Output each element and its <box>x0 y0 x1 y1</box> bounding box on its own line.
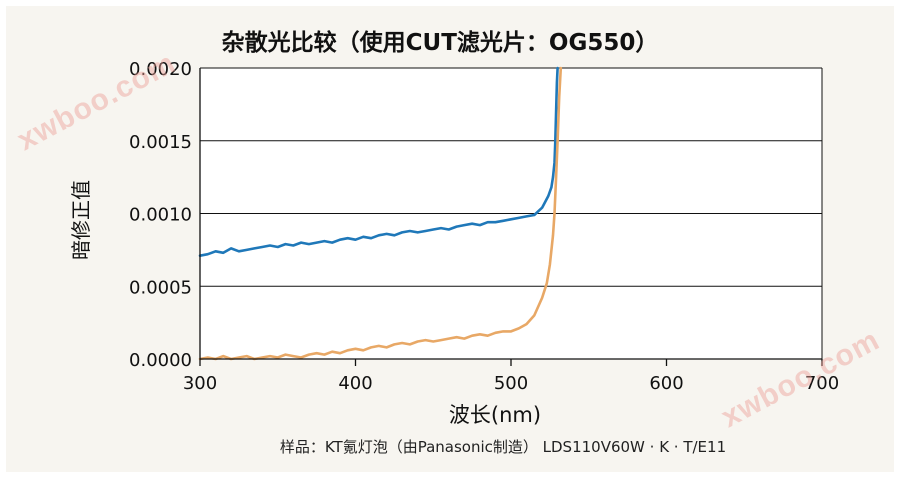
x-tick-label: 300 <box>183 373 217 394</box>
y-tick-label: 0.0015 <box>129 132 192 153</box>
series-line-orange <box>198 66 563 361</box>
y-tick-label: 0.0020 <box>129 59 192 80</box>
y-tick-label: 0.0000 <box>129 350 192 371</box>
x-tick-label: 600 <box>649 373 683 394</box>
series-group <box>198 66 563 361</box>
y-axis-ticks: 0.0000 0.0005 0.0010 0.0015 0.0020 <box>129 59 192 371</box>
sample-caption: 样品：KT氪灯泡（由Panasonic制造） LDS110V60W · K · … <box>280 438 726 456</box>
x-tick-label: 400 <box>338 373 372 394</box>
chart-title: 杂散光比较（使用CUT滤光片：OG550） <box>222 29 659 56</box>
y-tick-label: 0.0005 <box>129 277 192 298</box>
chart-frame: 杂散光比较（使用CUT滤光片：OG550） 0.0000 0.0005 0.0010… <box>6 6 894 472</box>
x-tick-label: 700 <box>805 373 839 394</box>
y-axis-label: 暗修正值 <box>69 180 93 260</box>
x-axis-ticks: 300 400 500 600 700 <box>183 359 839 394</box>
y-tick-label: 0.0010 <box>129 205 192 226</box>
x-axis-label: 波长(nm) <box>449 403 541 427</box>
x-tick-label: 500 <box>494 373 528 394</box>
grid-lines <box>200 67 822 287</box>
series-line-blue <box>198 66 559 257</box>
stray-light-chart: 杂散光比较（使用CUT滤光片：OG550） 0.0000 0.0005 0.0010… <box>69 29 839 456</box>
